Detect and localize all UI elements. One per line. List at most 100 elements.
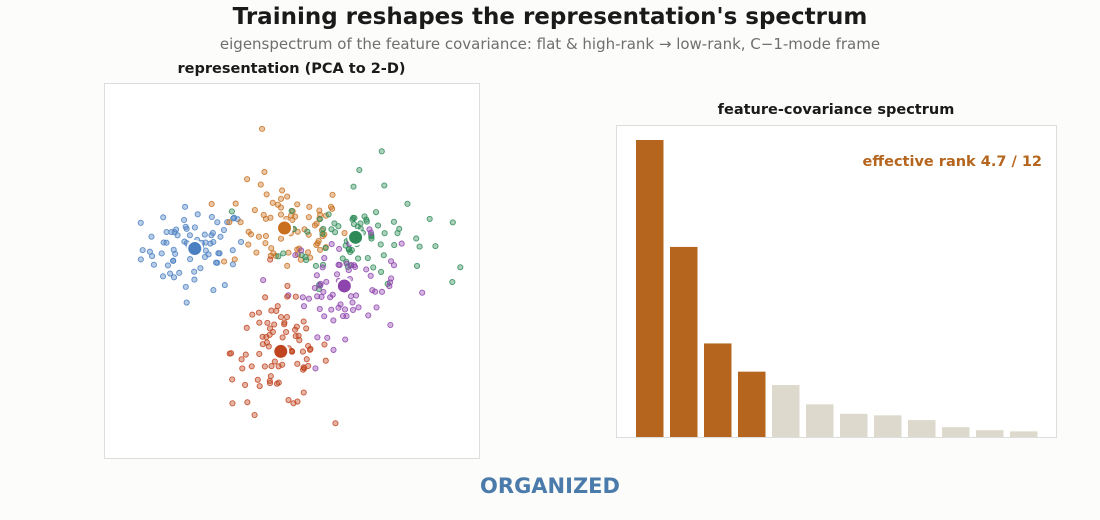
scatter-point-cluster-3 (288, 207, 295, 214)
spectrum-bar-chart-frame: effective rank 4.7 / 12 (616, 125, 1057, 438)
scatter-plot-frame (104, 83, 480, 459)
scatter-point-cluster-5 (256, 319, 263, 326)
scatter-point-cluster-5 (271, 358, 278, 365)
scatter-point-cluster-3 (396, 225, 403, 232)
scatter-point-cluster-1 (217, 233, 224, 240)
scatter-point-cluster-4 (321, 313, 328, 320)
scatter-point-cluster-1 (238, 238, 245, 245)
scatter-point-cluster-1 (214, 219, 221, 226)
status-label: ORGANIZED (480, 474, 620, 498)
scatter-point-cluster-3 (303, 257, 310, 264)
scatter-point-cluster-3 (335, 223, 342, 230)
scatter-point-cluster-5 (285, 396, 292, 404)
scatter-point-cluster-3 (328, 226, 335, 233)
scatter-point-cluster-2 (232, 200, 239, 207)
scatter-point-cluster-2 (261, 168, 268, 175)
scatter-point-cluster-1 (170, 274, 178, 281)
scatter-point-cluster-3 (350, 183, 357, 190)
scatter-point-cluster-3 (325, 211, 332, 218)
scatter-point-cluster-3 (370, 264, 377, 271)
scatter-point-cluster-5 (305, 342, 312, 350)
scatter-point-cluster-4 (317, 282, 324, 289)
scatter-point-cluster-2 (278, 195, 285, 202)
page-title: Training reshapes the representation's s… (232, 4, 868, 30)
scatter-point-cluster-1 (191, 224, 198, 231)
scatter-point-cluster-3 (364, 254, 371, 262)
scatter-point-cluster-5 (291, 326, 299, 333)
scatter-point-cluster-4 (330, 346, 337, 353)
scatter-point-cluster-1 (187, 256, 194, 263)
cluster-centroid-1 (186, 240, 204, 258)
scatter-point-cluster-4 (313, 272, 320, 279)
cluster-centroid-2 (276, 219, 294, 237)
scatter-outlier-point (457, 264, 464, 271)
scatter-point-cluster-2 (284, 193, 291, 200)
scatter-point-cluster-2 (221, 258, 228, 265)
scatter-point-cluster-5 (242, 351, 249, 358)
scatter-point-cluster-5 (299, 348, 306, 355)
scatter-point-cluster-4 (347, 293, 354, 300)
scatter-point-cluster-3 (381, 182, 388, 189)
scatter-point-cluster-4 (300, 303, 308, 310)
scatter-point-cluster-5 (259, 341, 266, 348)
scatter-outlier-point (259, 125, 266, 132)
scatter-point-cluster-2 (294, 201, 301, 208)
scatter-outlier-point (378, 148, 385, 155)
scatter-point-cluster-5 (255, 309, 262, 316)
scatter-point-cluster-1 (137, 256, 144, 263)
scatter-point-cluster-1 (164, 262, 171, 269)
scatter-point-cluster-4 (319, 264, 326, 271)
scatter-point-cluster-4 (311, 284, 318, 292)
scatter-point-cluster-4 (341, 306, 349, 313)
scatter-outlier-point (356, 166, 363, 174)
scatter-point-cluster-2 (277, 211, 285, 218)
scatter-point-cluster-2 (244, 176, 251, 183)
scatter-point-cluster-4 (316, 305, 323, 312)
scatter-point-cluster-4 (321, 255, 328, 262)
scatter-point-cluster-5 (303, 325, 310, 332)
scatter-point-cluster-5 (268, 307, 275, 314)
scatter-point-cluster-3 (319, 230, 326, 237)
scatter-point-cluster-1 (167, 270, 174, 277)
scatter-point-cluster-5 (274, 303, 281, 310)
scatter-point-cluster-3 (391, 242, 398, 249)
scatter-point-cluster-1 (158, 250, 165, 257)
scatter-point-cluster-3 (378, 268, 385, 275)
scatter-point-cluster-4 (367, 229, 375, 236)
scatter-point-cluster-2 (262, 215, 269, 222)
scatter-point-cluster-4 (324, 334, 331, 341)
scatter-point-cluster-4 (314, 334, 321, 341)
scatter-point-cluster-5 (266, 377, 273, 384)
scatter-outlier-point (229, 376, 236, 383)
scatter-point-cluster-3 (426, 215, 433, 222)
scatter-point-cluster-2 (255, 233, 262, 240)
scatter-point-cluster-5 (293, 323, 300, 330)
scatter-point-cluster-4 (386, 279, 394, 286)
scatter-point-cluster-4 (333, 271, 341, 278)
spectrum-bar-8 (874, 415, 902, 437)
scatter-point-cluster-4 (260, 277, 267, 284)
scatter-point-cluster-1 (182, 223, 189, 230)
scatter-point-cluster-1 (216, 250, 223, 257)
scatter-point-cluster-5 (296, 337, 303, 344)
scatter-point-cluster-1 (139, 247, 146, 254)
scatter-point-cluster-3 (377, 241, 384, 248)
scatter-point-cluster-1 (213, 259, 220, 266)
spectrum-bar-7 (840, 413, 868, 437)
scatter-point-cluster-5 (284, 293, 291, 300)
spectrum-bar-3 (704, 343, 732, 437)
scatter-point-cluster-1 (183, 299, 190, 306)
scatter-outlier-point (251, 411, 258, 419)
scatter-point-cluster-4 (387, 321, 394, 329)
scatter-point-cluster-1 (160, 214, 167, 221)
scatter-point-cluster-4 (335, 304, 342, 311)
cluster-centroid-5 (272, 342, 290, 360)
scatter-point-cluster-3 (312, 262, 319, 269)
scatter-plot (137, 125, 464, 427)
scatter-point-cluster-4 (363, 266, 370, 273)
scatter-point-cluster-1 (181, 238, 188, 245)
scatter-point-cluster-4 (329, 291, 336, 298)
scatter-point-cluster-2 (274, 201, 281, 208)
scatter-point-cluster-4 (419, 289, 426, 296)
scatter-point-cluster-5 (256, 350, 263, 358)
